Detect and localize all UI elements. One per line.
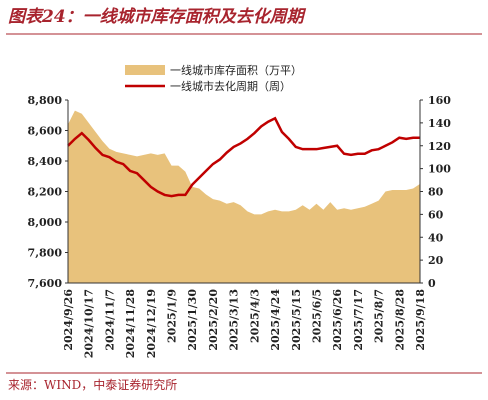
x-tick-label: 2025/4/3 — [248, 289, 261, 343]
area — [68, 110, 420, 283]
x-tick-label: 2025/1/30 — [186, 289, 199, 351]
x-tick-label: 2025/8/7 — [373, 289, 386, 343]
x-tick-label: 2025/6/5 — [310, 289, 323, 343]
y-tick-label: 8,000 — [28, 216, 63, 229]
x-tick-label: 2025/6/26 — [331, 289, 344, 351]
y2-tick-label: 100 — [428, 163, 451, 176]
x-tick-label: 2025/1/9 — [166, 289, 179, 343]
y2-tick-label: 20 — [428, 254, 444, 267]
x-tick-label: 2024/9/26 — [62, 289, 75, 351]
y2-tick-label: 60 — [428, 208, 444, 221]
x-tick-label: 2025/3/13 — [228, 289, 241, 351]
legend-swatch — [125, 65, 165, 75]
y-tick-label: 8,600 — [28, 125, 63, 138]
y-tick-label: 8,400 — [28, 155, 63, 168]
y-tick-label: 7,600 — [28, 277, 63, 290]
x-tick-label: 2024/12/19 — [145, 289, 158, 358]
x-tick-label: 2025/4/24 — [269, 289, 282, 351]
y2-tick-label: 80 — [428, 186, 444, 199]
legend-label: 一线城市库存面积（万平） — [170, 63, 302, 77]
line — [67, 116, 420, 198]
x-tick-label: 2024/11/28 — [124, 289, 137, 359]
source: 来源：WIND，中泰证券研究所 — [8, 377, 177, 392]
x-tick-label: 2024/10/17 — [83, 289, 96, 358]
y-tick-label: 8,800 — [28, 94, 63, 107]
x-tick-label: 2025/2/20 — [207, 289, 220, 351]
x-tick-label: 2025/5/15 — [290, 289, 303, 351]
y-tick-label: 8,200 — [28, 186, 63, 199]
x-tick-label: 2025/7/17 — [352, 289, 365, 351]
legend-label: 一线城市去化周期（周） — [170, 79, 291, 93]
x-tick-label: 2025/8/28 — [393, 289, 406, 351]
y2-tick-label: 160 — [428, 94, 451, 107]
x-tick-label: 2025/9/18 — [414, 289, 427, 351]
x-tick-label: 2024/11/7 — [103, 289, 116, 351]
y2-tick-label: 140 — [428, 117, 451, 130]
y2-tick-label: 40 — [428, 231, 444, 244]
y-tick-label: 7,800 — [28, 247, 63, 260]
y2-tick-label: 120 — [428, 140, 451, 153]
y2-tick-label: 0 — [428, 277, 436, 290]
chart-title: 图表24：一线城市库存面积及去化周期 — [8, 7, 307, 27]
